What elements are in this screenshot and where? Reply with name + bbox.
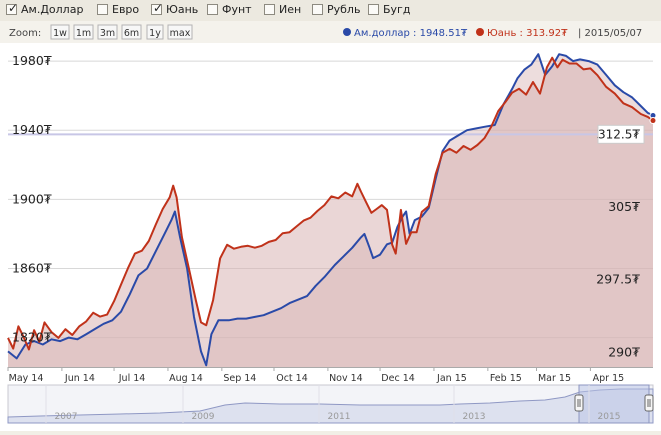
chart-area: Zoom: 1w 1m 3m 6m 1y max Ам.доллар : 1948.51₮ Юа…: [0, 21, 661, 431]
zoom-button-label: max: [170, 28, 191, 39]
chart-toolbar-background: [0, 21, 661, 43]
crosshair-value-frame: [597, 124, 645, 144]
usd-series-line: [7, 53, 654, 367]
checkbox-label: Ам.Доллар: [21, 3, 84, 16]
checkbox-box[interactable]: [97, 4, 108, 15]
zoom-button-label: 6m: [124, 28, 139, 39]
checkbox-box[interactable]: [207, 4, 218, 15]
zoom-button-3m[interactable]: 3m: [97, 24, 118, 40]
x-axis-tick-label: Dec 14: [381, 373, 415, 384]
zoom-label: Zoom:: [9, 28, 41, 39]
crosshair-value-box: 312.5₮: [597, 124, 645, 144]
navigator-right-handle[interactable]: [644, 394, 654, 412]
right-axis-tick-label: 297.5₮: [596, 272, 640, 287]
x-axis-tick-label: Mar 15: [538, 373, 571, 384]
x-axis-tick-label: Apr 15: [593, 373, 625, 384]
checkbox-box[interactable]: [264, 4, 275, 15]
navigator-year-label: 2015: [598, 412, 621, 422]
check-icon: ✓: [8, 1, 19, 15]
x-axis-tick-label: Aug 14: [169, 373, 203, 384]
navigator-year-label: 2007: [55, 412, 78, 422]
checkbox-box[interactable]: [368, 4, 379, 15]
x-axis-tick-label: Nov 14: [329, 373, 363, 384]
usd-legend-marker: [343, 28, 351, 36]
zoom-button-1w[interactable]: 1w: [50, 24, 70, 40]
checkbox-label: Евро: [112, 3, 140, 16]
zoom-button-6m[interactable]: 6m: [121, 24, 142, 40]
checkbox-label: Юань: [166, 3, 199, 16]
zoom-button-frame[interactable]: [50, 24, 70, 40]
checkbox-box[interactable]: [312, 4, 323, 15]
zoom-button-frame[interactable]: [121, 24, 142, 40]
zoom-button-frame[interactable]: [146, 24, 164, 40]
navigator-year-label: 2013: [463, 412, 486, 422]
x-axis-tick-label: Oct 14: [276, 373, 308, 384]
zoom-button-1y[interactable]: 1y: [146, 24, 164, 40]
exchange-rate-chart: Zoom: 1w 1m 3m 6m 1y max Ам.доллар : 1948.51₮ Юа…: [0, 21, 661, 431]
checkbox-label: Бугд: [383, 3, 411, 16]
left-axis-tick-label: 1940₮: [12, 122, 52, 137]
legend-date: | 2015/05/07: [578, 28, 642, 39]
cny-series-line: [7, 56, 654, 351]
zoom-button-label: 3m: [100, 28, 115, 39]
zoom-button-frame[interactable]: [73, 24, 94, 40]
zoom-button-label: 1m: [76, 28, 91, 39]
left-axis-tick-label: 1900₮: [12, 191, 52, 206]
x-axis-tick-label: Sep 14: [223, 373, 256, 384]
x-axis-tick-label: Feb 15: [490, 373, 522, 384]
zoom-button-max[interactable]: max: [167, 24, 193, 40]
cny-legend-label: Юань : 313.92₮: [487, 28, 568, 39]
left-axis-tick-label: 1980₮: [12, 53, 52, 68]
cny-legend-marker: [476, 28, 484, 36]
navigator-year-label: 2009: [192, 412, 215, 422]
navigator-year-label: 2011: [328, 412, 351, 422]
handle-grip[interactable]: [574, 394, 584, 412]
zoom-button-1m[interactable]: 1m: [73, 24, 94, 40]
x-axis-tick-label: May 14: [9, 373, 44, 384]
checkbox-label: Рубль: [327, 3, 361, 16]
x-axis-tick-label: Jul 14: [118, 373, 146, 384]
checkbox-box[interactable]: ✓: [151, 1, 164, 15]
currency-selector-bar: ✓ Ам.Доллар Евро ✓ Юань Фунт Иен Рубль Бугд: [0, 0, 661, 22]
usd-area-fill: [8, 54, 653, 367]
left-axis-tick-label: 1820₮: [12, 330, 52, 345]
usd-legend-label: Ам.доллар : 1948.51₮: [354, 28, 468, 39]
crosshair-value-label: 312.5₮: [598, 127, 640, 141]
left-axis-tick-label: 1860₮: [12, 260, 52, 275]
zoom-button-frame[interactable]: [167, 24, 193, 40]
cny-end-marker: [649, 117, 657, 125]
handle-grip[interactable]: [644, 394, 654, 412]
checkbox-box[interactable]: ✓: [6, 1, 19, 15]
right-axis-tick-label: 305₮: [608, 199, 640, 214]
checkbox-label: Фунт: [222, 3, 252, 16]
check-icon: ✓: [153, 1, 164, 15]
checkbox-label: Иен: [279, 3, 302, 16]
zoom-button-label: 1y: [149, 28, 161, 39]
right-axis-tick-label: 290₮: [608, 344, 640, 359]
x-axis-tick-label: Jan 15: [436, 373, 467, 384]
navigator-left-handle[interactable]: [574, 394, 584, 412]
zoom-button-frame[interactable]: [97, 24, 118, 40]
x-axis-tick-label: Jun 14: [64, 373, 95, 384]
zoom-button-label: 1w: [53, 28, 67, 39]
